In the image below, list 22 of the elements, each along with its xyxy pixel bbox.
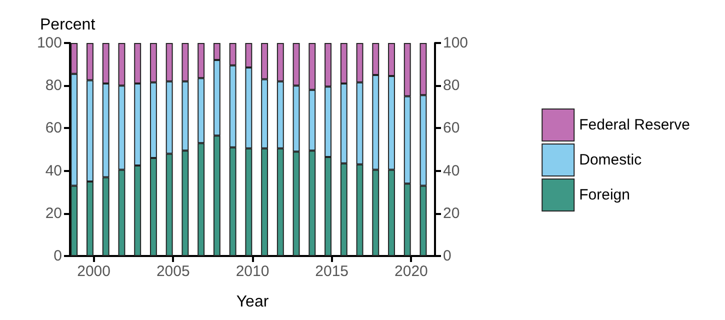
y2-tick-label: 40 [443, 162, 460, 180]
y2-tick-label: 20 [443, 204, 460, 222]
y2-tick-label: 100 [443, 34, 468, 52]
x-tick-label: 2000 [77, 263, 110, 280]
y-tick-label: 60 [45, 120, 62, 137]
y2-tick-label: 80 [443, 77, 460, 94]
x-tick-label: 2010 [236, 263, 270, 280]
x-tick-label: 2015 [315, 263, 349, 280]
y-tick-label: 20 [45, 204, 62, 222]
x-axis-title: Year [236, 294, 270, 310]
legend-label: Domestic [579, 152, 642, 168]
legend-label: Federal Reserve [579, 116, 690, 134]
y-tick-label: 80 [45, 77, 62, 94]
y-tick-label: 40 [45, 162, 62, 180]
legend-label: Foreign [579, 186, 630, 204]
y-tick-label: 100 [36, 34, 62, 52]
y2-tick-label: 0 [443, 248, 452, 264]
y2-tick-label: 60 [443, 120, 460, 137]
y-tick-label: 0 [54, 248, 62, 264]
x-tick-label: 2020 [394, 263, 428, 280]
x-tick-label: 2005 [156, 263, 190, 280]
y-axis-title: Percent [40, 16, 96, 34]
